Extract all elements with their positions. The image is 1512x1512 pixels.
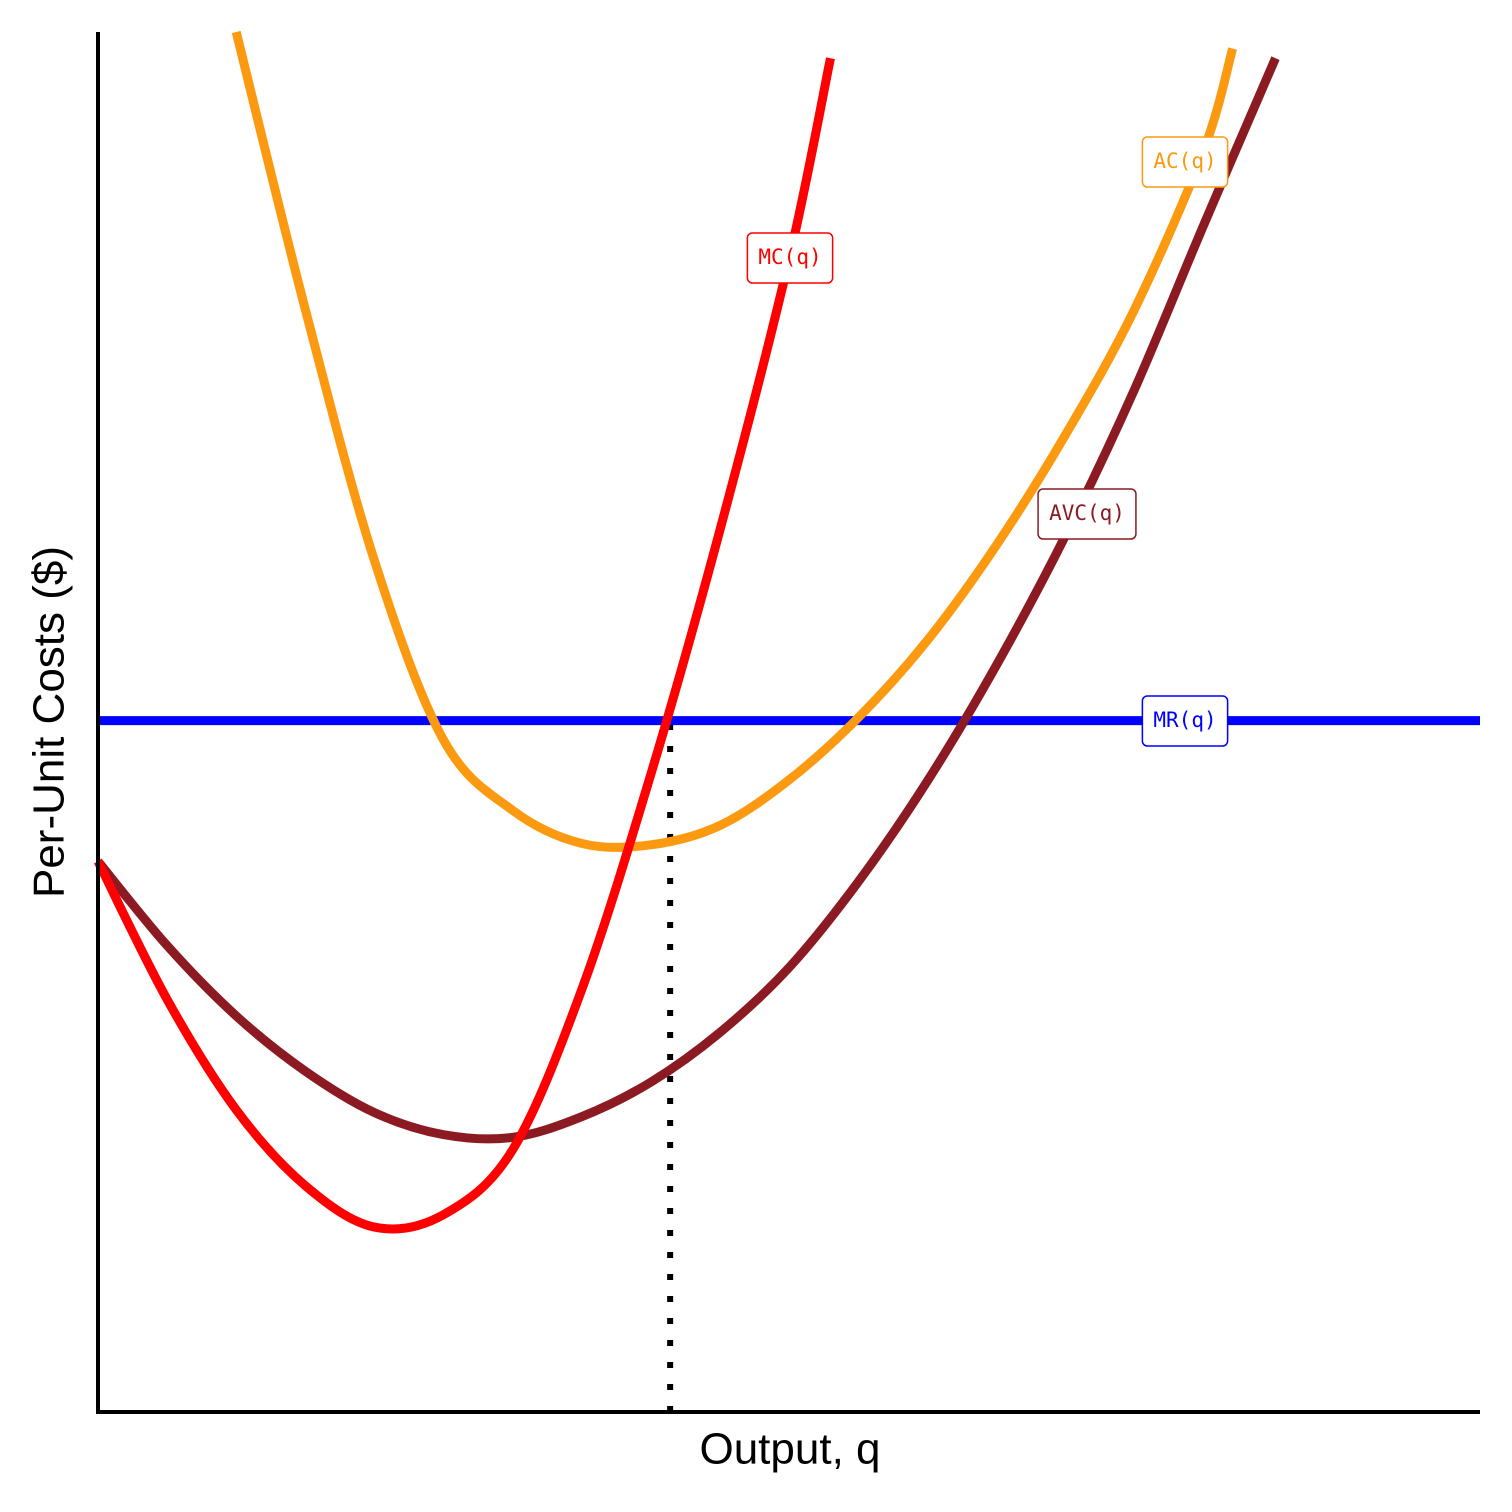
label-frame [1037, 488, 1137, 540]
x-axis-label: Output, q [699, 1425, 880, 1474]
legend-label: AVC(q) [1049, 501, 1125, 525]
label-frame [746, 232, 834, 284]
curve-label-box: AVC(q) [1037, 488, 1137, 540]
y-axis-label: Per-Unit Costs ($) [25, 546, 74, 898]
legend-label: MC(q) [758, 245, 821, 269]
legend-label: MR(q) [1153, 708, 1216, 732]
curve [93, 57, 835, 1234]
curve [94, 56, 1280, 1144]
curve-label-box: MC(q) [746, 232, 834, 284]
label-frame [1141, 695, 1229, 747]
curve-label-box: MR(q) [1141, 695, 1229, 747]
curve [231, 30, 1237, 852]
label-frame [1141, 136, 1229, 188]
curve-label-box: AC(q) [1141, 136, 1229, 188]
legend-label: AC(q) [1153, 149, 1216, 173]
